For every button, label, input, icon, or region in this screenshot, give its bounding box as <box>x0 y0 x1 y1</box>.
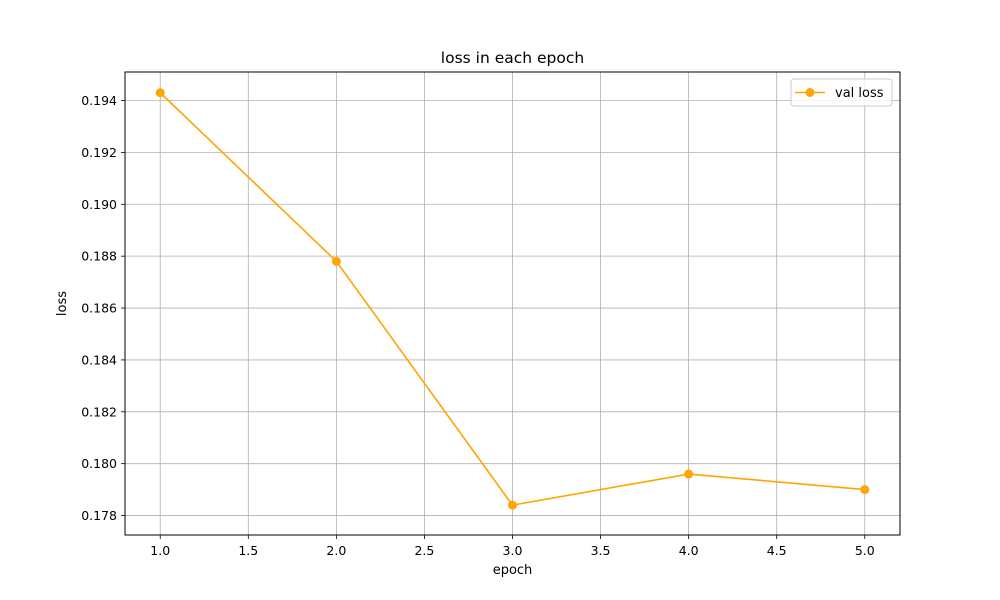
y-tick-label: 0.188 <box>81 249 117 264</box>
y-tick-label: 0.194 <box>81 93 117 108</box>
x-tick-label: 4.5 <box>767 543 787 558</box>
data-point <box>155 88 165 98</box>
y-tick-label: 0.192 <box>81 145 117 160</box>
y-axis-label: loss <box>55 291 70 316</box>
x-tick-label: 1.0 <box>150 543 170 558</box>
x-tick-label: 3.0 <box>503 543 523 558</box>
data-point <box>331 256 341 266</box>
x-tick-label: 1.5 <box>238 543 258 558</box>
data-point <box>508 500 517 510</box>
y-tick-label: 0.182 <box>81 404 117 419</box>
legend: val loss <box>790 78 893 107</box>
y-tick-label: 0.186 <box>81 301 117 316</box>
x-tick-label: 5.0 <box>855 543 875 558</box>
x-tick-label: 4.0 <box>679 543 699 558</box>
legend-marker <box>805 88 815 97</box>
y-tick-label: 0.178 <box>81 508 117 523</box>
x-axis-label: epoch <box>493 563 533 578</box>
legend-label: val loss <box>835 86 884 101</box>
y-tick-label: 0.184 <box>81 352 117 367</box>
legend-box <box>790 78 893 107</box>
x-tick-label: 3.5 <box>591 543 611 558</box>
y-tick-label: 0.190 <box>81 197 117 212</box>
x-tick-label: 2.0 <box>326 543 346 558</box>
series-layer <box>155 88 870 510</box>
chart-title: loss in each epoch <box>441 49 584 67</box>
data-point <box>684 469 694 479</box>
x-tick-label: 2.5 <box>414 543 434 558</box>
y-axis-ticks: 0.178 0.180 0.182 0.184 0.186 0.188 0.190 0.192… <box>81 93 125 523</box>
data-point <box>860 485 870 495</box>
y-tick-label: 0.180 <box>81 456 117 471</box>
grid-lines <box>125 72 900 535</box>
x-axis-ticks: 1.0 1.5 2.0 2.5 3.0 3.5 4.0 4.5 5.0 <box>150 535 875 558</box>
